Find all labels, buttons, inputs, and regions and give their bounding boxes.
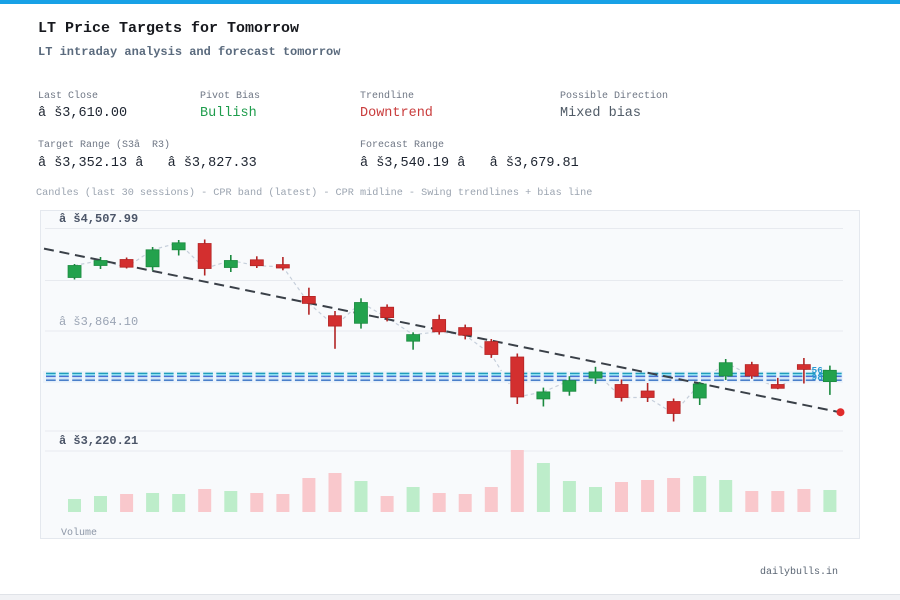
svg-text:56: 56 (812, 365, 824, 376)
svg-text:98: 98 (812, 372, 824, 383)
